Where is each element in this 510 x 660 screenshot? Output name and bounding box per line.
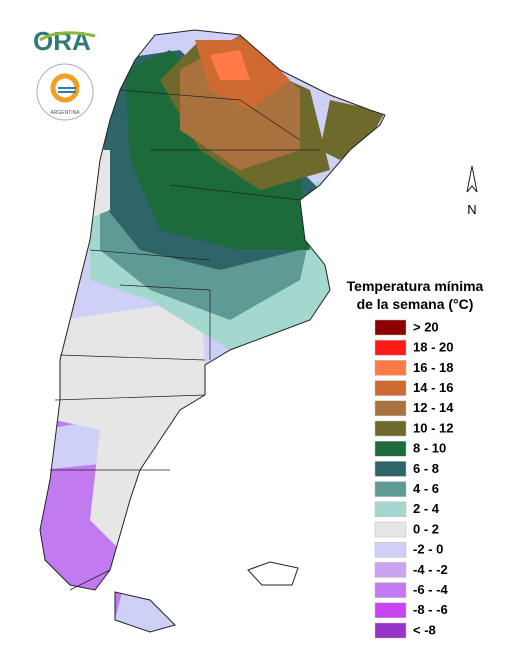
legend-swatch <box>374 360 407 376</box>
province-borders <box>50 89 320 591</box>
legend-label: 14 - 16 <box>413 380 453 395</box>
legend-label: < -8 <box>413 622 436 637</box>
legend-label: -6 - -4 <box>413 582 448 597</box>
logo: ORA ARGENTINA <box>33 26 96 121</box>
legend-swatch <box>374 562 407 578</box>
legend-label: 12 - 14 <box>413 400 454 415</box>
legend-swatch <box>374 541 407 558</box>
legend-label: 16 - 18 <box>413 360 453 375</box>
legend-swatch <box>374 461 407 477</box>
logo-swoosh <box>39 31 96 42</box>
seal-mark <box>50 73 80 103</box>
compass: N <box>466 165 478 217</box>
legend-label: -4 - -2 <box>413 562 448 577</box>
seal-text: ARGENTINA <box>50 110 80 116</box>
legend-label: 18 - 20 <box>413 340 453 355</box>
country-outline <box>39 29 386 633</box>
legend-label: 0 - 2 <box>413 521 439 536</box>
legend-title: Temperatura mínima <box>347 278 484 294</box>
legend-swatch <box>374 319 407 336</box>
legend-label: 4 - 6 <box>413 481 439 496</box>
legend: Temperatura mínima de la semana (°C) > 2… <box>347 278 484 639</box>
legend-label: 8 - 10 <box>413 441 446 456</box>
legend-swatch <box>374 622 407 639</box>
legend-label: 10 - 12 <box>413 420 453 435</box>
legend-swatch <box>374 440 407 457</box>
legend-label: > 20 <box>413 319 439 334</box>
compass-label: N <box>467 202 476 217</box>
legend-swatch <box>374 602 407 619</box>
legend-swatch <box>374 339 407 356</box>
legend-label: -8 - -6 <box>413 602 448 617</box>
legend-label: -2 - 0 <box>413 542 443 557</box>
legend-label: 2 - 4 <box>413 501 440 516</box>
temperature-field <box>40 30 385 632</box>
compass-arrow <box>466 165 478 193</box>
legend-label: 6 - 8 <box>413 461 439 476</box>
legend-title: de la semana (°C) <box>357 296 474 312</box>
legend-swatch <box>374 481 407 497</box>
legend-swatch <box>374 420 407 437</box>
legend-swatch <box>374 501 407 518</box>
islands <box>247 561 299 586</box>
legend-swatch <box>374 400 407 417</box>
legend-swatch <box>374 582 407 598</box>
seal-waves <box>58 87 76 93</box>
logo-text: ORA <box>33 26 91 56</box>
legend-swatch <box>374 521 407 538</box>
legend-swatch <box>374 380 407 396</box>
